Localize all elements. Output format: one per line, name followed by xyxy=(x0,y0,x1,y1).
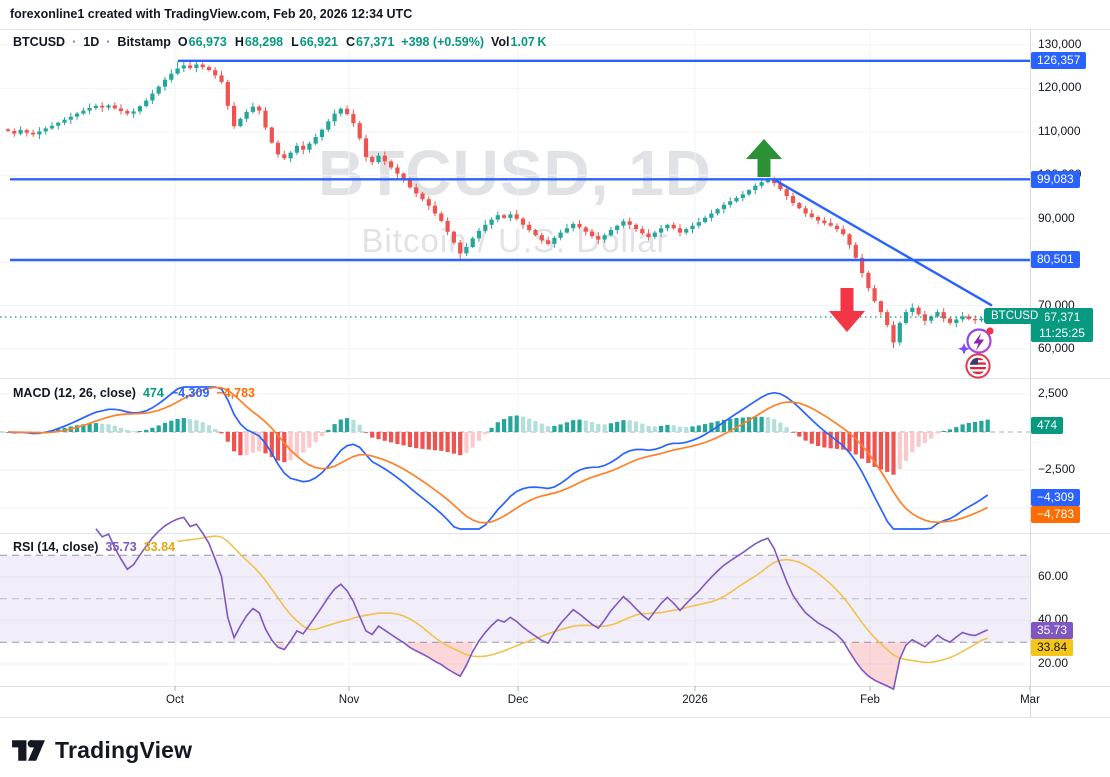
time-label-dec[interactable]: Dec xyxy=(507,694,529,706)
time-label-mar[interactable]: Mar xyxy=(1020,694,1040,706)
up-arrow xyxy=(746,139,782,177)
macd-line-badge: −4,309 xyxy=(1031,489,1081,506)
vol-value: 1.07 K xyxy=(510,35,547,49)
ohlc-label: H xyxy=(234,35,244,49)
macd-signal-badge: −4,783 xyxy=(1031,506,1081,523)
macd-hist-value: 474 xyxy=(142,386,164,400)
rsi-ma-badge: 33.84 xyxy=(1031,639,1074,656)
rsi-badge: 35.73 xyxy=(1031,622,1074,639)
last-price: 67,371 xyxy=(1043,310,1081,324)
tradingview-wordmark: TradingView xyxy=(55,737,193,763)
chart-canvas[interactable] xyxy=(0,29,1030,717)
price-tick[interactable]: 90,000 xyxy=(1038,211,1075,225)
rsi-tick[interactable]: 60.00 xyxy=(1038,569,1069,583)
sparkle-icon xyxy=(958,343,970,355)
ohlc-high: 68,298 xyxy=(244,35,284,49)
ohlc-values: O 66,973 H 68,298 L 66,921 C 67,371 xyxy=(178,35,394,49)
legend-symbol[interactable]: BTCUSD xyxy=(13,35,66,49)
panel-separator[interactable] xyxy=(0,378,1110,379)
legend-sep: · xyxy=(106,35,111,49)
ohlc-label: O xyxy=(177,35,188,49)
vol-label: Vol xyxy=(490,35,510,49)
legend-change: +398 (+0.59%) xyxy=(401,35,484,49)
price-tick[interactable]: 130,000 xyxy=(1038,37,1082,51)
ai-event-icon[interactable] xyxy=(958,322,1000,360)
time-label-oct[interactable]: Oct xyxy=(166,694,184,706)
alert-dot-icon xyxy=(986,327,994,335)
macd-signal-value: −4,783 xyxy=(216,386,256,400)
us-flag-event-icon[interactable] xyxy=(965,353,991,379)
chart-bottom-border xyxy=(0,717,1110,718)
tradingview-mark-icon xyxy=(12,740,45,761)
macd-title[interactable]: MACD (12, 26, close) xyxy=(13,386,136,400)
level-badge-99083: 99,083 xyxy=(1031,171,1080,188)
panel-separator[interactable] xyxy=(0,533,1110,534)
legend-sep: · xyxy=(72,35,77,49)
price-tick[interactable]: 110,000 xyxy=(1038,124,1081,138)
legend-exchange[interactable]: Bitstamp xyxy=(117,35,171,49)
legend-interval[interactable]: 1D xyxy=(83,35,100,49)
chart-top-border xyxy=(0,29,1110,30)
price-scale-border xyxy=(1030,29,1031,717)
time-label-2026[interactable]: 2026 xyxy=(682,694,708,706)
countdown: 11:25:25 xyxy=(1039,326,1085,340)
ohlc-close: 67,371 xyxy=(356,35,395,49)
symbol-legend[interactable]: BTCUSD · 1D · Bitstamp O 66,973 H 68,298 L… xyxy=(13,35,546,49)
level-badge-126357: 126,357 xyxy=(1031,52,1087,69)
last-price-badge: 67,371 11:25:25 xyxy=(1031,308,1093,342)
macd-tick[interactable]: −2,500 xyxy=(1038,462,1076,476)
time-axis-border xyxy=(0,686,1110,687)
ohlc-low: 66,921 xyxy=(299,35,339,49)
rsi-tick[interactable]: 20.00 xyxy=(1038,656,1069,670)
level-badge-80501: 80,501 xyxy=(1031,251,1080,268)
refresh-circle-icon xyxy=(966,328,992,354)
macd-hist-badge: 474 xyxy=(1031,417,1064,434)
watermark-symbol: BTCUSD, 1D xyxy=(317,137,713,209)
us-flag-icon xyxy=(969,357,987,375)
macd-line-value: −4,309 xyxy=(170,386,210,400)
ohlc-label: C xyxy=(346,35,356,49)
macd-legend[interactable]: MACD (12, 26, close) 474 −4,309 −4,783 xyxy=(13,386,255,400)
rsi-legend[interactable]: RSI (14, close) 35.73 33.84 xyxy=(13,540,175,554)
lightning-icon xyxy=(973,333,984,351)
ohlc-label: L xyxy=(291,35,299,49)
series-symbol-tag: BTCUSD xyxy=(984,308,1046,324)
time-label-nov[interactable]: Nov xyxy=(338,694,360,706)
price-tick[interactable]: 120,000 xyxy=(1038,80,1082,94)
tradingview-logo[interactable]: TradingView xyxy=(10,732,192,769)
ohlc-open: 66,973 xyxy=(188,35,227,49)
rsi-ma-value: 33.84 xyxy=(143,540,176,554)
rsi-title[interactable]: RSI (14, close) xyxy=(13,540,99,554)
rsi-value: 35.73 xyxy=(105,540,137,554)
attribution-text: forexonline1 created with TradingView.co… xyxy=(10,7,413,21)
time-label-feb[interactable]: Feb xyxy=(860,694,880,706)
down-arrow xyxy=(829,288,865,332)
price-tick[interactable]: 60,000 xyxy=(1038,341,1075,355)
macd-tick[interactable]: 2,500 xyxy=(1038,386,1069,400)
